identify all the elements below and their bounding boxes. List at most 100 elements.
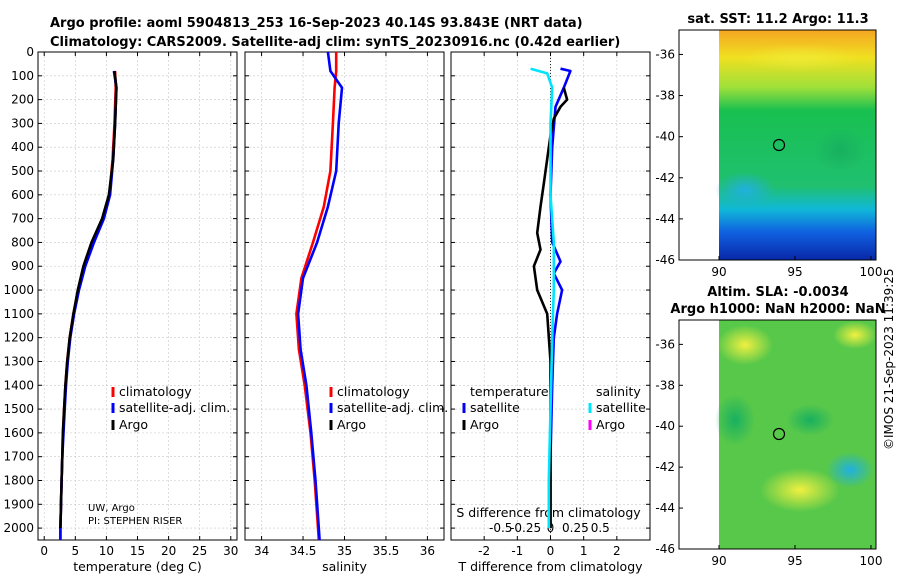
map-lon-label: 95: [787, 265, 802, 279]
y-tick-label: 1900: [3, 497, 34, 511]
sla-axes: -36 -38 -40 -42 -44 -46 90 95 100: [655, 337, 882, 568]
sst-cold-patch: [715, 172, 775, 208]
x2-tick-label: -0.5: [489, 521, 512, 535]
y-tick-label: 100: [11, 69, 34, 83]
map-lat-label: -44: [655, 501, 675, 515]
credit-line1: UW, Argo: [88, 503, 135, 514]
legend-label-climatology: climatology: [119, 384, 192, 399]
map-lat-label: -36: [655, 337, 675, 351]
sst-warm-patch: [740, 44, 860, 72]
map-lon-label: 90: [711, 265, 726, 279]
legend-label-t-argo: Argo: [470, 417, 499, 432]
series-line-climatology: [295, 52, 338, 540]
y-tick-label: 1700: [3, 450, 34, 464]
x-tick-label: -1: [511, 544, 523, 558]
y-tick-label: 2000: [3, 521, 34, 535]
sla-low-patch-2: [715, 394, 755, 446]
x2-tick-label: 0.5: [591, 521, 610, 535]
sla-frame: [678, 319, 877, 550]
series-group: [295, 52, 344, 540]
sst-green-patch: [814, 128, 866, 172]
y-tick-label: 1200: [3, 331, 34, 345]
series-line-salinity-satellite: [530, 67, 556, 529]
x-tick-label: 35: [337, 544, 352, 558]
series-line-satellite-adj-clim-: [59, 70, 118, 540]
map-lon-label: 90: [711, 554, 726, 568]
figure-title-line1: Argo profile: aoml 5904813_253 16-Sep-20…: [50, 16, 583, 31]
x-tick-label: 1: [580, 544, 588, 558]
y-tick-label: 900: [11, 259, 34, 273]
y-tick-label: 800: [11, 235, 34, 249]
x-tick-label: 0: [547, 544, 555, 558]
map-lat-label: -42: [655, 460, 675, 474]
map-lat-label: -42: [655, 171, 675, 185]
y-tick-label: 1100: [3, 307, 34, 321]
y-tick-label: 200: [11, 93, 34, 107]
sst-axes: -36 -38 -40 -42 -44 -46 90 95 100: [655, 47, 882, 279]
x-tick-label: 5: [71, 544, 79, 558]
temperature-panel: 0100200300400500600700800900100011001200…: [3, 45, 238, 574]
sla-title-line1: Altim. SLA: -0.0034: [707, 285, 848, 300]
sst-map: [678, 29, 877, 261]
series-line-argo: [59, 70, 118, 529]
sla-high-patch-3: [760, 468, 840, 512]
legend-label-argo-2: Argo: [337, 417, 366, 432]
x-tick-label: 35.5: [373, 544, 400, 558]
legend-label-satellite-adj-2: satellite-adj. clim.: [337, 400, 448, 415]
series-line-temperature-argo: [532, 87, 569, 529]
series-group: [59, 70, 118, 540]
legend-label-s-satellite: satellite: [596, 400, 646, 415]
x-tick-label: 30: [223, 544, 238, 558]
y-tick-label: 600: [11, 188, 34, 202]
x-tick-label: -2: [478, 544, 490, 558]
figure-title-line2: Climatology: CARS2009. Satellite-adj cli…: [50, 35, 620, 50]
y-tick-label: 1500: [3, 402, 34, 416]
x-tick-label: 34: [254, 544, 269, 558]
map-lat-label: -36: [655, 47, 675, 61]
salinity-panel: 34 34.5 35 35.5 36 salinity: [244, 51, 445, 574]
y-tick-label: 1300: [3, 354, 34, 368]
map-lon-label: 100: [860, 554, 883, 568]
x-tick-label: 2: [613, 544, 621, 558]
map-lat-label: -40: [655, 130, 675, 144]
map-lat-label: -46: [655, 542, 675, 556]
legend-label-s-argo: Argo: [596, 417, 625, 432]
x-tick-label: 25: [192, 544, 207, 558]
y-tick-label: 500: [11, 164, 34, 178]
map-lat-label: -46: [655, 253, 675, 267]
map-lat-label: -44: [655, 212, 675, 226]
series-group: [530, 67, 572, 529]
legend-label-satellite-adj: satellite-adj. clim.: [119, 400, 230, 415]
y-tick-label: 0: [26, 45, 34, 59]
series-line-climatology: [59, 70, 117, 540]
x-tick-label: 10: [99, 544, 114, 558]
y-tick-label: 700: [11, 212, 34, 226]
sst-title: sat. SST: 11.2 Argo: 11.3: [687, 12, 868, 27]
y-tick-label: 300: [11, 116, 34, 130]
map-lat-label: -38: [655, 378, 675, 392]
temperature-legend: climatology satellite-adj. clim. Argo: [111, 384, 230, 432]
x-tick-label: 36: [420, 544, 435, 558]
x2-tick-label: -0.25: [510, 521, 541, 535]
sla-high-patch-2: [833, 321, 877, 349]
legend-head-temperature: temperature: [470, 384, 549, 399]
x-tick-label: 20: [161, 544, 176, 558]
credit-line2: PI: STEPHEN RISER: [88, 516, 182, 527]
sla-argo-marker: [772, 427, 786, 441]
sst-frame: [678, 29, 877, 261]
sla-title-line2: Argo h1000: NaN h2000: NaN: [670, 302, 885, 317]
sla-low-patch-3: [786, 404, 834, 436]
difference-legend: temperature salinity satellite Argo sate…: [462, 384, 646, 432]
x-tick-label: 34.5: [290, 544, 317, 558]
sla-high-patch-1: [717, 325, 773, 365]
x-axis-label: salinity: [322, 559, 367, 574]
timestamp: ©IMOS 21-Sep-2023 11:39:25: [882, 268, 896, 450]
legend-label-argo: Argo: [119, 417, 148, 432]
x-tick-label: 0: [40, 544, 48, 558]
map-lon-label: 95: [787, 554, 802, 568]
sst-argo-marker: [772, 138, 786, 152]
x-axis-label: T difference from climatology: [457, 559, 643, 574]
y-tick-label: 1800: [3, 473, 34, 487]
sla-low-patch-1: [826, 452, 874, 488]
